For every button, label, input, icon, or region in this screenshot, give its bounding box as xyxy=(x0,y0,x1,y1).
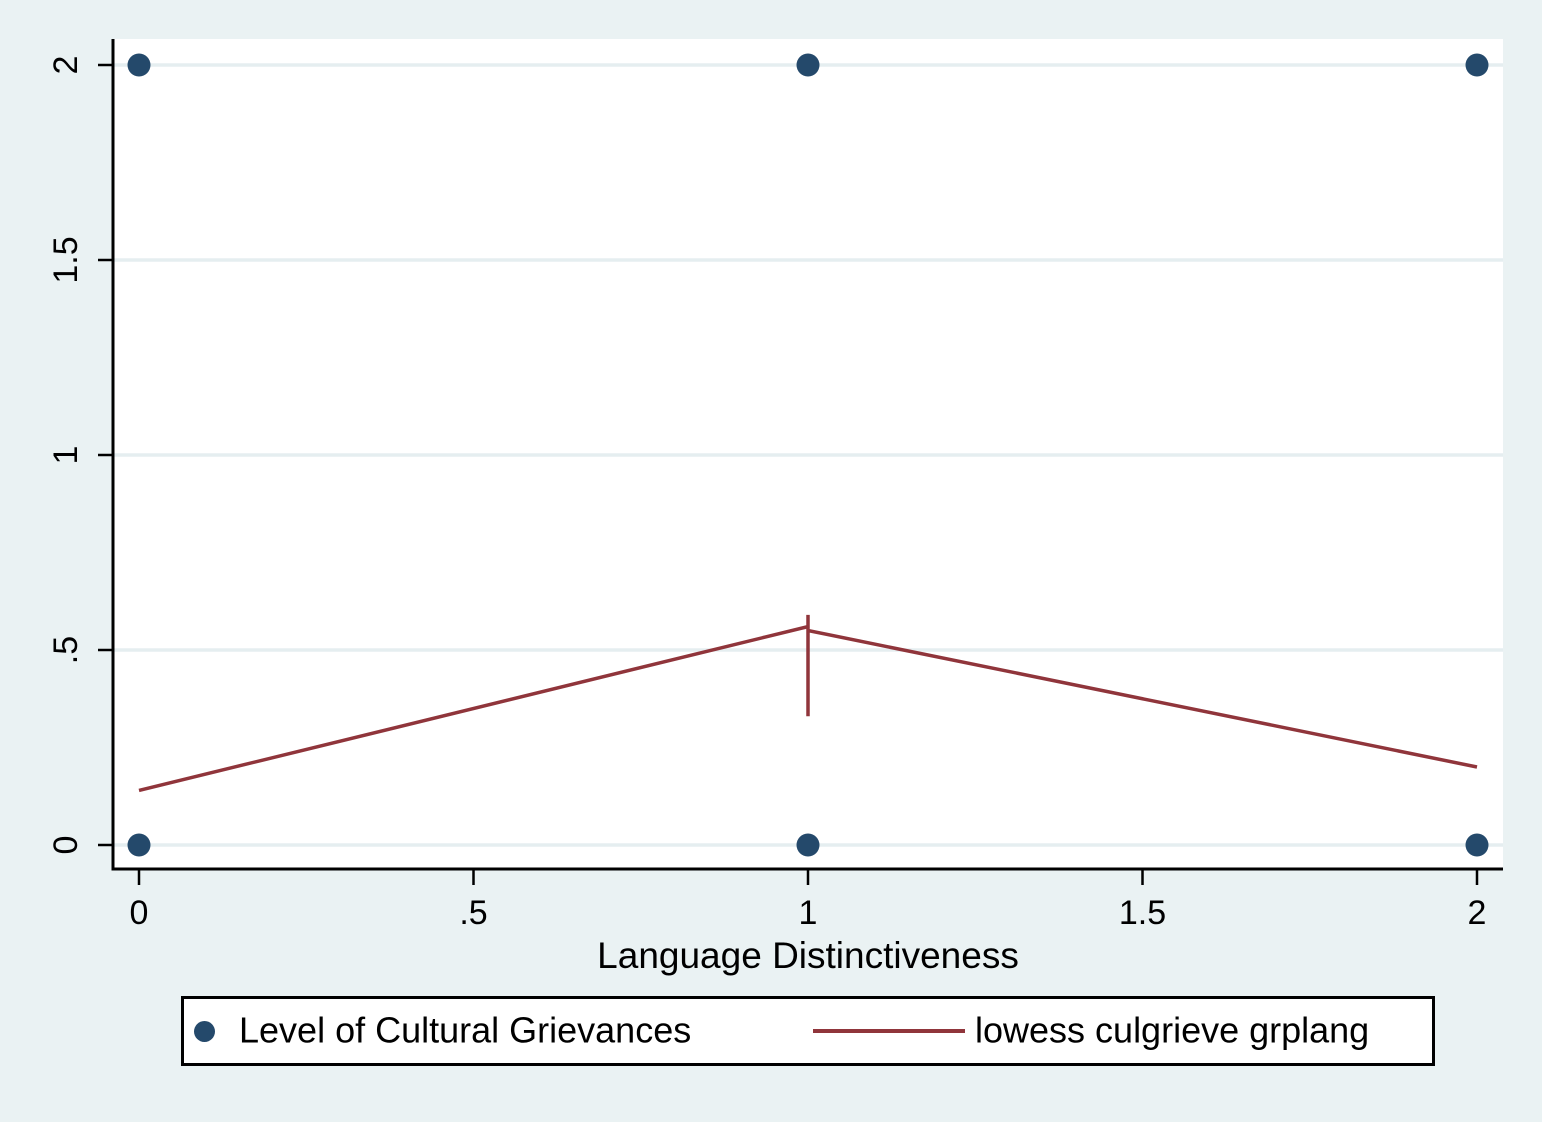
scatter-point xyxy=(796,833,820,857)
line-marker-icon xyxy=(813,1029,965,1033)
scatter-marker-icon xyxy=(194,1020,215,1042)
x-tick-label: 1.5 xyxy=(1119,894,1166,932)
scatter-point xyxy=(1465,833,1489,857)
lowess-line xyxy=(138,614,1478,793)
scatter-point xyxy=(796,53,820,77)
scatter-point xyxy=(127,53,151,77)
x-tick-label: .5 xyxy=(459,894,487,932)
x-tick-label: 2 xyxy=(1468,894,1487,932)
y-tick-label: 1.5 xyxy=(47,236,85,283)
scatter-point xyxy=(127,833,151,857)
y-tick-label: 0 xyxy=(47,836,85,855)
y-tick-label: 1 xyxy=(47,446,85,465)
y-tick-label: 2 xyxy=(47,56,85,75)
legend-label-lowess: lowess culgrieve grplang xyxy=(975,1009,1370,1051)
x-tick-label: 0 xyxy=(130,894,149,932)
x-axis-title: Language Distinctiveness xyxy=(597,935,1019,976)
y-tick-label: .5 xyxy=(47,636,85,664)
legend: Level of Cultural Grievances lowess culg… xyxy=(181,996,1435,1066)
x-tick-label: 1 xyxy=(799,894,818,932)
scatter-point xyxy=(1465,53,1489,77)
legend-label-scatter: Level of Cultural Grievances xyxy=(239,1009,692,1051)
